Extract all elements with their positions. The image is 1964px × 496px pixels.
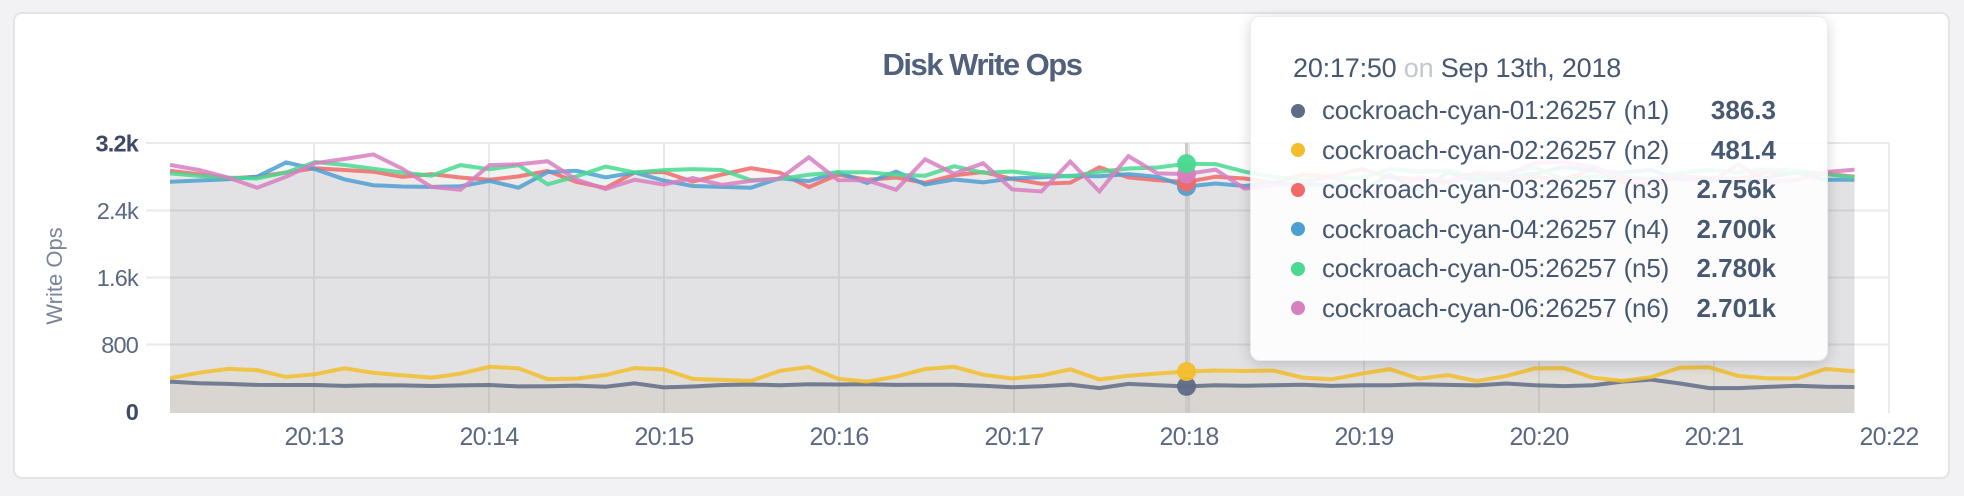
svg-text:20:19: 20:19 <box>1334 423 1393 451</box>
svg-text:3.2k: 3.2k <box>95 131 139 157</box>
svg-text:20:16: 20:16 <box>809 423 868 451</box>
svg-text:Write Ops: Write Ops <box>42 227 67 324</box>
svg-text:20:21: 20:21 <box>1684 423 1743 451</box>
svg-text:800: 800 <box>101 332 139 358</box>
svg-text:0: 0 <box>126 399 139 425</box>
svg-text:Disk Write Ops: Disk Write Ops <box>883 47 1082 82</box>
svg-text:1.6k: 1.6k <box>97 265 139 291</box>
svg-text:2.4k: 2.4k <box>97 198 139 224</box>
svg-text:20:18: 20:18 <box>1159 423 1218 451</box>
svg-text:20:13: 20:13 <box>284 423 343 451</box>
svg-text:20:22: 20:22 <box>1859 423 1918 451</box>
svg-text:20:14: 20:14 <box>459 423 519 451</box>
svg-text:20:17: 20:17 <box>984 423 1043 451</box>
svg-text:20:20: 20:20 <box>1509 423 1568 451</box>
svg-text:20:15: 20:15 <box>634 423 693 451</box>
